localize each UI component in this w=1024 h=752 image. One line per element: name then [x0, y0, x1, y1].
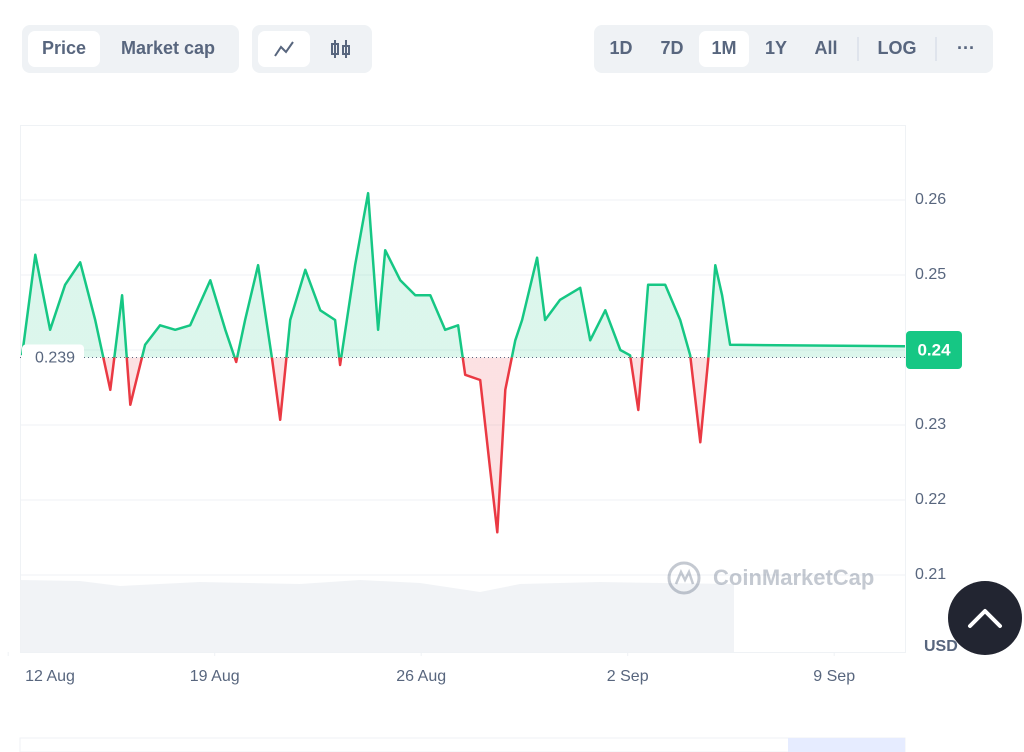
x-tick-label: 2 Sep — [607, 668, 649, 685]
active-tab-bg — [28, 31, 100, 67]
scroll-top-button[interactable] — [948, 581, 1022, 655]
watermark: CoinMarketCap — [713, 565, 874, 590]
plot: 0.239 0.24 — [20, 191, 962, 534]
candle-icon[interactable] — [331, 40, 350, 58]
x-tick-label: 26 Aug — [396, 668, 446, 685]
navigator — [19, 737, 906, 752]
y-tick-label: 0.23 — [915, 416, 946, 433]
range-tab[interactable]: 1D — [609, 38, 632, 58]
navigator-window[interactable] — [788, 738, 905, 752]
range-tab[interactable]: All — [814, 38, 837, 58]
watermark-logo — [667, 561, 701, 595]
view-tab[interactable]: Market cap — [121, 38, 215, 58]
price-line — [20, 191, 906, 534]
x-tick-label: 9 Sep — [813, 668, 855, 685]
x-tick-label: 12 Aug — [25, 668, 75, 685]
y-unit: USD — [924, 638, 958, 655]
baseline-label: 0.239 — [35, 350, 75, 367]
more-button[interactable]: ··· — [957, 38, 975, 58]
toolbar: Price Market cap 1D 7D 1M 1Y All LOG ··· — [28, 31, 975, 67]
range-tab[interactable]: 1Y — [765, 38, 787, 58]
chevron-icon — [968, 609, 1002, 628]
y-tick-label: 0.25 — [915, 266, 946, 283]
y-tick-label: 0.21 — [915, 566, 946, 583]
view-tab[interactable]: Price — [42, 38, 86, 58]
volume-strip — [20, 580, 734, 652]
y-tick-label: 0.22 — [915, 491, 946, 508]
x-tick-label: 19 Aug — [190, 668, 240, 685]
range-tab[interactable]: 7D — [660, 38, 683, 58]
y-tick-label: 0.26 — [915, 191, 946, 208]
line-icon — [274, 41, 294, 57]
range-tabs — [594, 25, 993, 73]
baseline-label-bg — [22, 344, 84, 371]
active-range-bg — [699, 31, 749, 67]
range-tab[interactable]: 1M — [711, 38, 736, 58]
log-button[interactable]: LOG — [878, 38, 917, 58]
current-price-label: 0.24 — [917, 340, 951, 359]
current-price-tag — [906, 331, 962, 369]
chart-frame — [20, 125, 906, 653]
